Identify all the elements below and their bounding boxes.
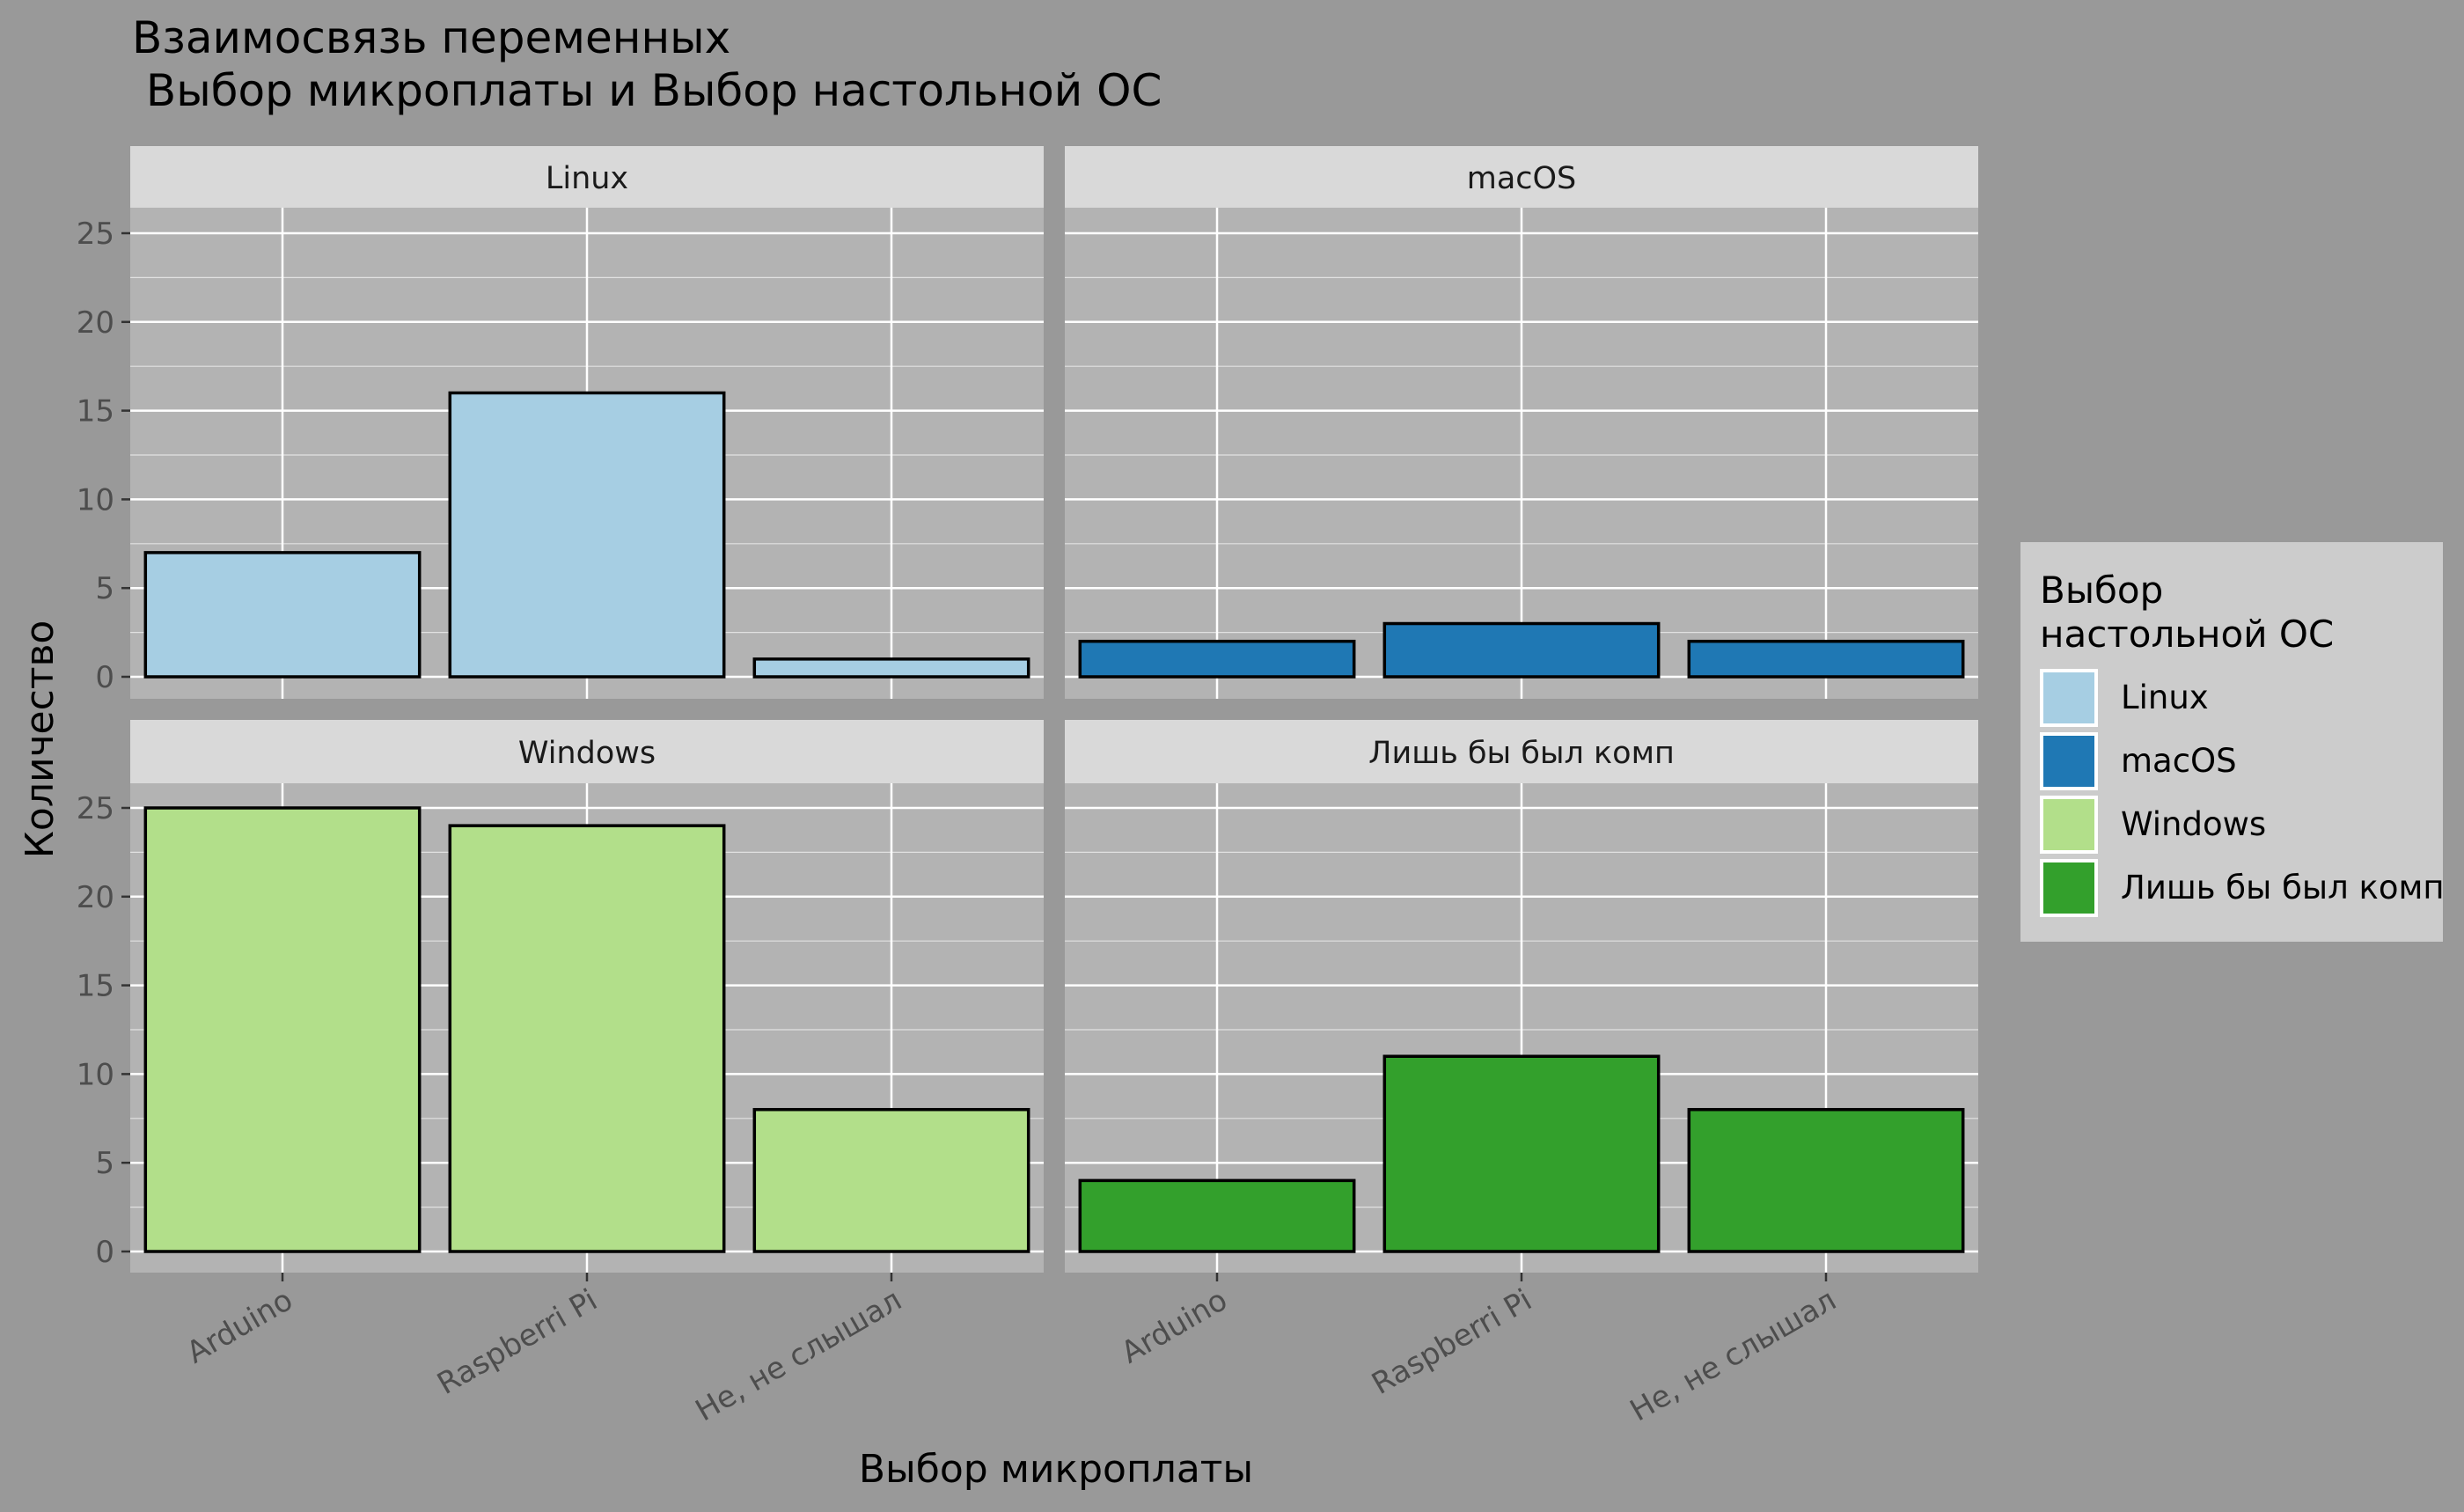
chart-title-line-2: Выбор микроплаты и Выбор настольной ОС: [132, 65, 1162, 116]
x-tick-label: Не, не слышал: [1624, 1282, 1843, 1428]
facet-strip-macos: [1065, 146, 1978, 208]
facet-strip-windows: [130, 720, 1044, 783]
legend-label-macos: macOS: [2121, 742, 2237, 780]
bar-windows-arduino: [143, 806, 422, 1253]
y-tick-label: 5: [95, 571, 114, 606]
facet-strip-label: Лишь бы был комп: [1368, 736, 1675, 771]
bar-linux-item-2: [752, 657, 1030, 679]
legend-key-linux: [2040, 669, 2098, 727]
x-tick-label: Arduino: [181, 1282, 299, 1370]
y-tick-label: 10: [77, 1057, 114, 1092]
legend-label-linux: Linux: [2121, 679, 2209, 716]
y-tick-label: 15: [77, 969, 114, 1004]
bar-linux-arduino: [143, 551, 422, 679]
bar-item-3-raspberri-pi: [1382, 1054, 1661, 1253]
x-axis-title: Выбор микроплаты: [859, 1447, 1253, 1492]
legend-title: Выбор настольной ОС: [2040, 569, 2334, 657]
x-tick-label: Raspberri Pi: [431, 1282, 603, 1402]
bar-macos-item-2: [1687, 639, 1965, 679]
y-tick-label: 25: [77, 217, 114, 252]
x-tick-label: Arduino: [1116, 1282, 1234, 1370]
bar-windows-raspberri-pi: [448, 824, 726, 1253]
x-tick-label: Raspberri Pi: [1366, 1282, 1537, 1402]
bar-item-3-arduino: [1078, 1178, 1356, 1253]
legend-title-line: Выбор: [2040, 569, 2164, 612]
facet-strip-label: macOS: [1467, 161, 1577, 196]
facet-strip-linux: [130, 146, 1044, 208]
y-tick-label: 0: [95, 1235, 114, 1270]
legend-label-any-computer: Лишь бы был комп: [2121, 869, 2445, 906]
facet-strip-item-3: [1065, 720, 1978, 783]
legend-label-windows: Windows: [2121, 805, 2267, 843]
y-tick-label: 25: [77, 791, 114, 826]
y-tick-label: 10: [77, 482, 114, 517]
y-tick-label: 5: [95, 1146, 114, 1181]
bar-windows-item-2: [752, 1107, 1030, 1253]
bar-item-3-item-2: [1687, 1107, 1965, 1253]
facet-strip-label: Linux: [546, 161, 628, 196]
legend-key-macos: [2040, 732, 2098, 790]
chart-title-line-1: Взаимосвязь переменных: [132, 12, 731, 63]
y-tick-label: 20: [77, 305, 114, 341]
x-tick-label: Не, не слышал: [690, 1282, 908, 1428]
bar-macos-raspberri-pi: [1382, 621, 1661, 679]
legend-key-any-computer: [2040, 859, 2098, 917]
y-tick-label: 15: [77, 394, 114, 429]
legend: Выбор настольной ОС Linux macOS Windows …: [2020, 542, 2445, 942]
y-tick-label: 20: [77, 880, 114, 915]
y-axis-title: Количество: [18, 620, 62, 859]
legend-key-windows: [2040, 796, 2098, 854]
legend-title-line: настольной ОС: [2040, 613, 2335, 656]
y-tick-label: 0: [95, 660, 114, 695]
facet-strip-label: Windows: [518, 736, 656, 771]
bar-macos-arduino: [1078, 639, 1356, 679]
bar-linux-raspberri-pi: [448, 391, 726, 679]
